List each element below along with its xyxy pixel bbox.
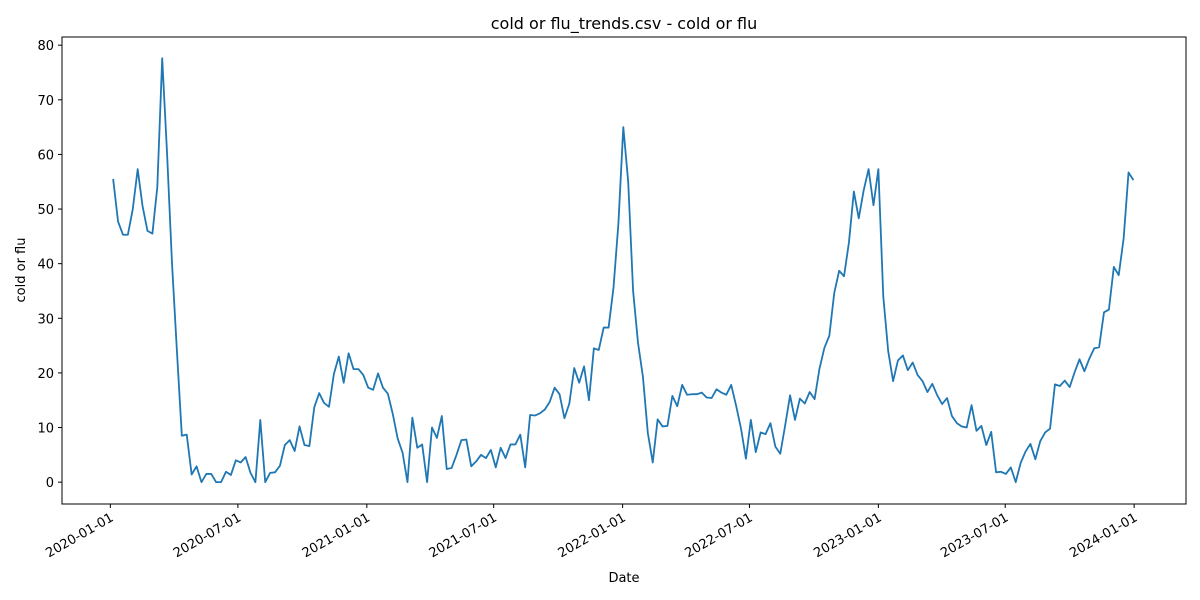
y-axis-label: cold or flu [14,238,29,303]
chart-title: cold or flu_trends.csv - cold or flu [491,14,758,34]
y-tick-label: 60 [37,148,54,163]
y-tick-label: 20 [37,367,54,382]
y-tick-label: 10 [37,422,54,437]
x-tick-label: 2023-07-01 [938,510,1011,561]
y-tick-label: 80 [37,39,54,54]
x-tick-label: 2020-01-01 [43,510,116,561]
x-axis-label: Date [608,571,639,586]
y-tick-label: 70 [37,94,54,109]
x-tick-label: 2020-07-01 [171,510,244,561]
y-tick-label: 40 [37,258,54,273]
x-tick-label: 2022-07-01 [682,510,755,561]
y-tick-label: 30 [37,312,54,327]
x-tick-label: 2021-01-01 [300,510,373,561]
y-tick-label: 0 [46,476,54,491]
x-tick-label: 2023-01-01 [811,510,884,561]
plot-frame [61,36,1187,505]
data-line [112,57,1135,484]
y-tick-label: 50 [37,203,54,218]
x-tick-label: 2022-01-01 [556,510,629,561]
x-tick-label: 2024-01-01 [1067,510,1140,561]
x-tick-label: 2021-07-01 [427,510,500,561]
